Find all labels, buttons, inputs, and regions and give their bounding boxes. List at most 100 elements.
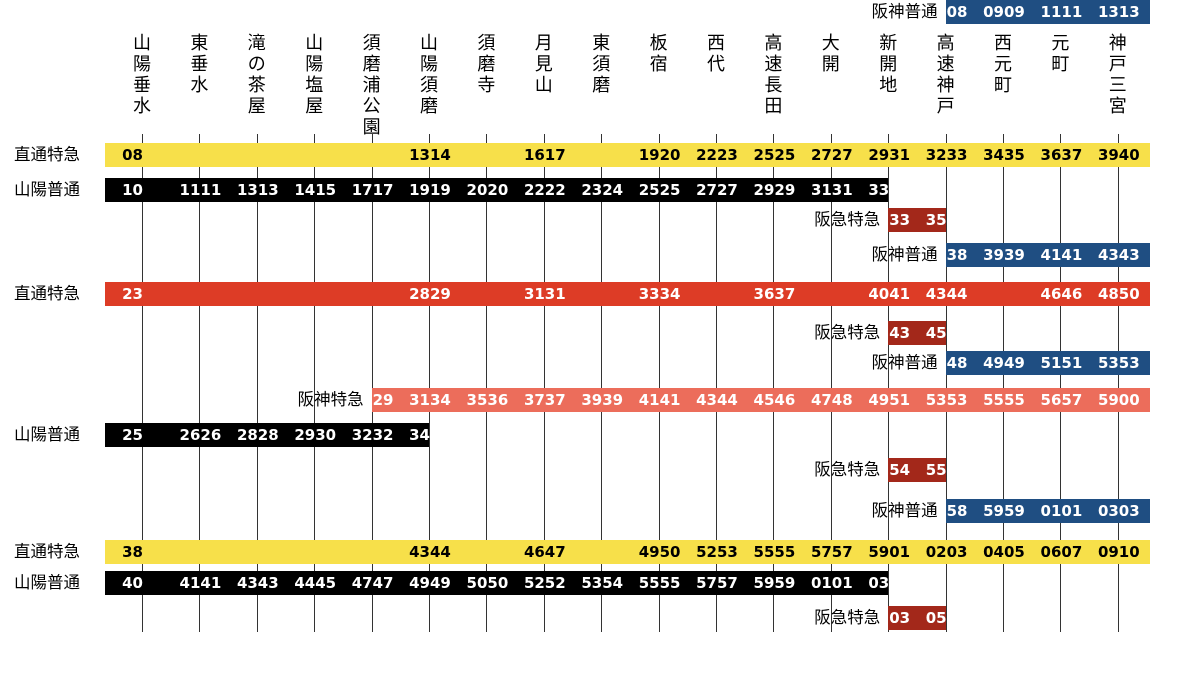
time-label: 01 — [1040, 502, 1062, 520]
time-label: 25 — [638, 181, 660, 199]
time-label: 25 — [122, 426, 143, 444]
time-label: 49 — [868, 391, 890, 409]
station-line — [888, 134, 890, 632]
time-label: 43 — [409, 543, 430, 561]
time-label: 37 — [774, 285, 796, 303]
time-label: 43 — [889, 324, 911, 342]
time-label: 00 — [1118, 391, 1140, 409]
station-line — [543, 134, 545, 632]
station-line — [716, 134, 717, 632]
time-label: 29 — [294, 426, 316, 444]
time-label: 23 — [717, 146, 738, 164]
time-label: 23 — [581, 181, 603, 199]
station-name: 須磨浦公園 — [362, 33, 381, 138]
train-bar — [888, 458, 946, 482]
time-label: 41 — [1040, 246, 1062, 264]
time-label: 54 — [889, 461, 911, 479]
time-label: 03 — [1118, 502, 1140, 520]
train-type-label: 阪神普通 — [871, 501, 938, 520]
time-label: 11 — [1040, 3, 1062, 21]
station-name: 板宿 — [649, 33, 668, 75]
time-label: 41 — [179, 574, 201, 592]
time-label: 30 — [315, 426, 337, 444]
train-type-label: 阪神普通 — [871, 245, 938, 264]
time-label: 01 — [810, 574, 832, 592]
station-line — [199, 134, 201, 632]
time-label: 27 — [831, 146, 853, 164]
time-label: 56 — [946, 461, 968, 479]
time-label: 15 — [315, 181, 337, 199]
time-label: 35 — [1004, 146, 1025, 164]
train-bar — [105, 571, 889, 595]
time-label: 55 — [1004, 391, 1025, 409]
station-name: 山陽塩屋 — [305, 33, 324, 117]
time-label: 29 — [430, 285, 451, 303]
station-name: 神戸三宮 — [1108, 33, 1127, 117]
time-label: 37 — [1061, 146, 1083, 164]
time-label: 27 — [696, 181, 717, 199]
time-label: 32 — [351, 426, 373, 444]
time-label: 10 — [1118, 543, 1140, 561]
train-bar — [888, 208, 946, 232]
time-label: 48 — [831, 391, 853, 409]
train-bar — [888, 606, 946, 630]
station-name: 東垂水 — [190, 33, 209, 96]
time-label: 28 — [409, 285, 430, 303]
train-type-label: 阪急特急 — [814, 608, 881, 627]
time-label: 43 — [925, 285, 947, 303]
time-label: 57 — [831, 543, 853, 561]
station-line — [256, 134, 258, 632]
time-label: 27 — [717, 181, 738, 199]
time-label: 46 — [1040, 285, 1062, 303]
time-label: 47 — [544, 543, 566, 561]
time-label: 55 — [638, 574, 660, 592]
time-label: 47 — [372, 574, 394, 592]
time-label: 36 — [946, 211, 968, 229]
time-label: 11 — [1061, 3, 1083, 21]
time-label: 34 — [659, 285, 681, 303]
time-label: 44 — [717, 391, 738, 409]
time-label: 25 — [774, 146, 796, 164]
station-name: 山陽須磨 — [420, 33, 438, 117]
time-label: 33 — [889, 211, 911, 229]
time-label: 50 — [487, 574, 509, 592]
station-line — [601, 134, 603, 632]
time-label: 45 — [315, 574, 337, 592]
time-label: 01 — [1061, 502, 1083, 520]
time-label: 57 — [810, 543, 832, 561]
time-label: 39 — [983, 246, 1004, 264]
train-type-label: 直通特急 — [14, 284, 80, 303]
time-label: 43 — [696, 391, 717, 409]
time-label: 59 — [774, 574, 796, 592]
time-label: 29 — [774, 181, 796, 199]
time-label: 53 — [925, 391, 947, 409]
train-type-label: 阪急特急 — [814, 323, 881, 342]
time-label: 49 — [409, 574, 430, 592]
station-name: 大開 — [821, 33, 840, 75]
train-bar — [105, 540, 1150, 564]
time-label: 20 — [487, 181, 509, 199]
time-label: 35 — [466, 391, 488, 409]
time-label: 54 — [602, 574, 624, 592]
time-label: 53 — [1097, 354, 1119, 372]
time-label: 19 — [409, 181, 430, 199]
time-label: 35 — [925, 211, 947, 229]
station-name: 滝の茶屋 — [247, 33, 266, 117]
time-label: 49 — [638, 543, 660, 561]
time-label: 13 — [409, 146, 430, 164]
time-label: 40 — [868, 285, 890, 303]
station-name: 西元町 — [994, 33, 1012, 96]
station-line — [658, 134, 660, 632]
station-line — [486, 134, 488, 632]
train-bar — [945, 351, 1150, 375]
station-line — [142, 134, 143, 632]
time-label: 32 — [372, 426, 394, 444]
time-label: 53 — [717, 543, 738, 561]
time-label: 22 — [544, 181, 566, 199]
time-label: 40 — [122, 574, 143, 592]
time-label: 36 — [1040, 146, 1062, 164]
time-label: 03 — [889, 609, 911, 627]
time-label: 53 — [946, 391, 968, 409]
time-label: 50 — [1118, 285, 1140, 303]
